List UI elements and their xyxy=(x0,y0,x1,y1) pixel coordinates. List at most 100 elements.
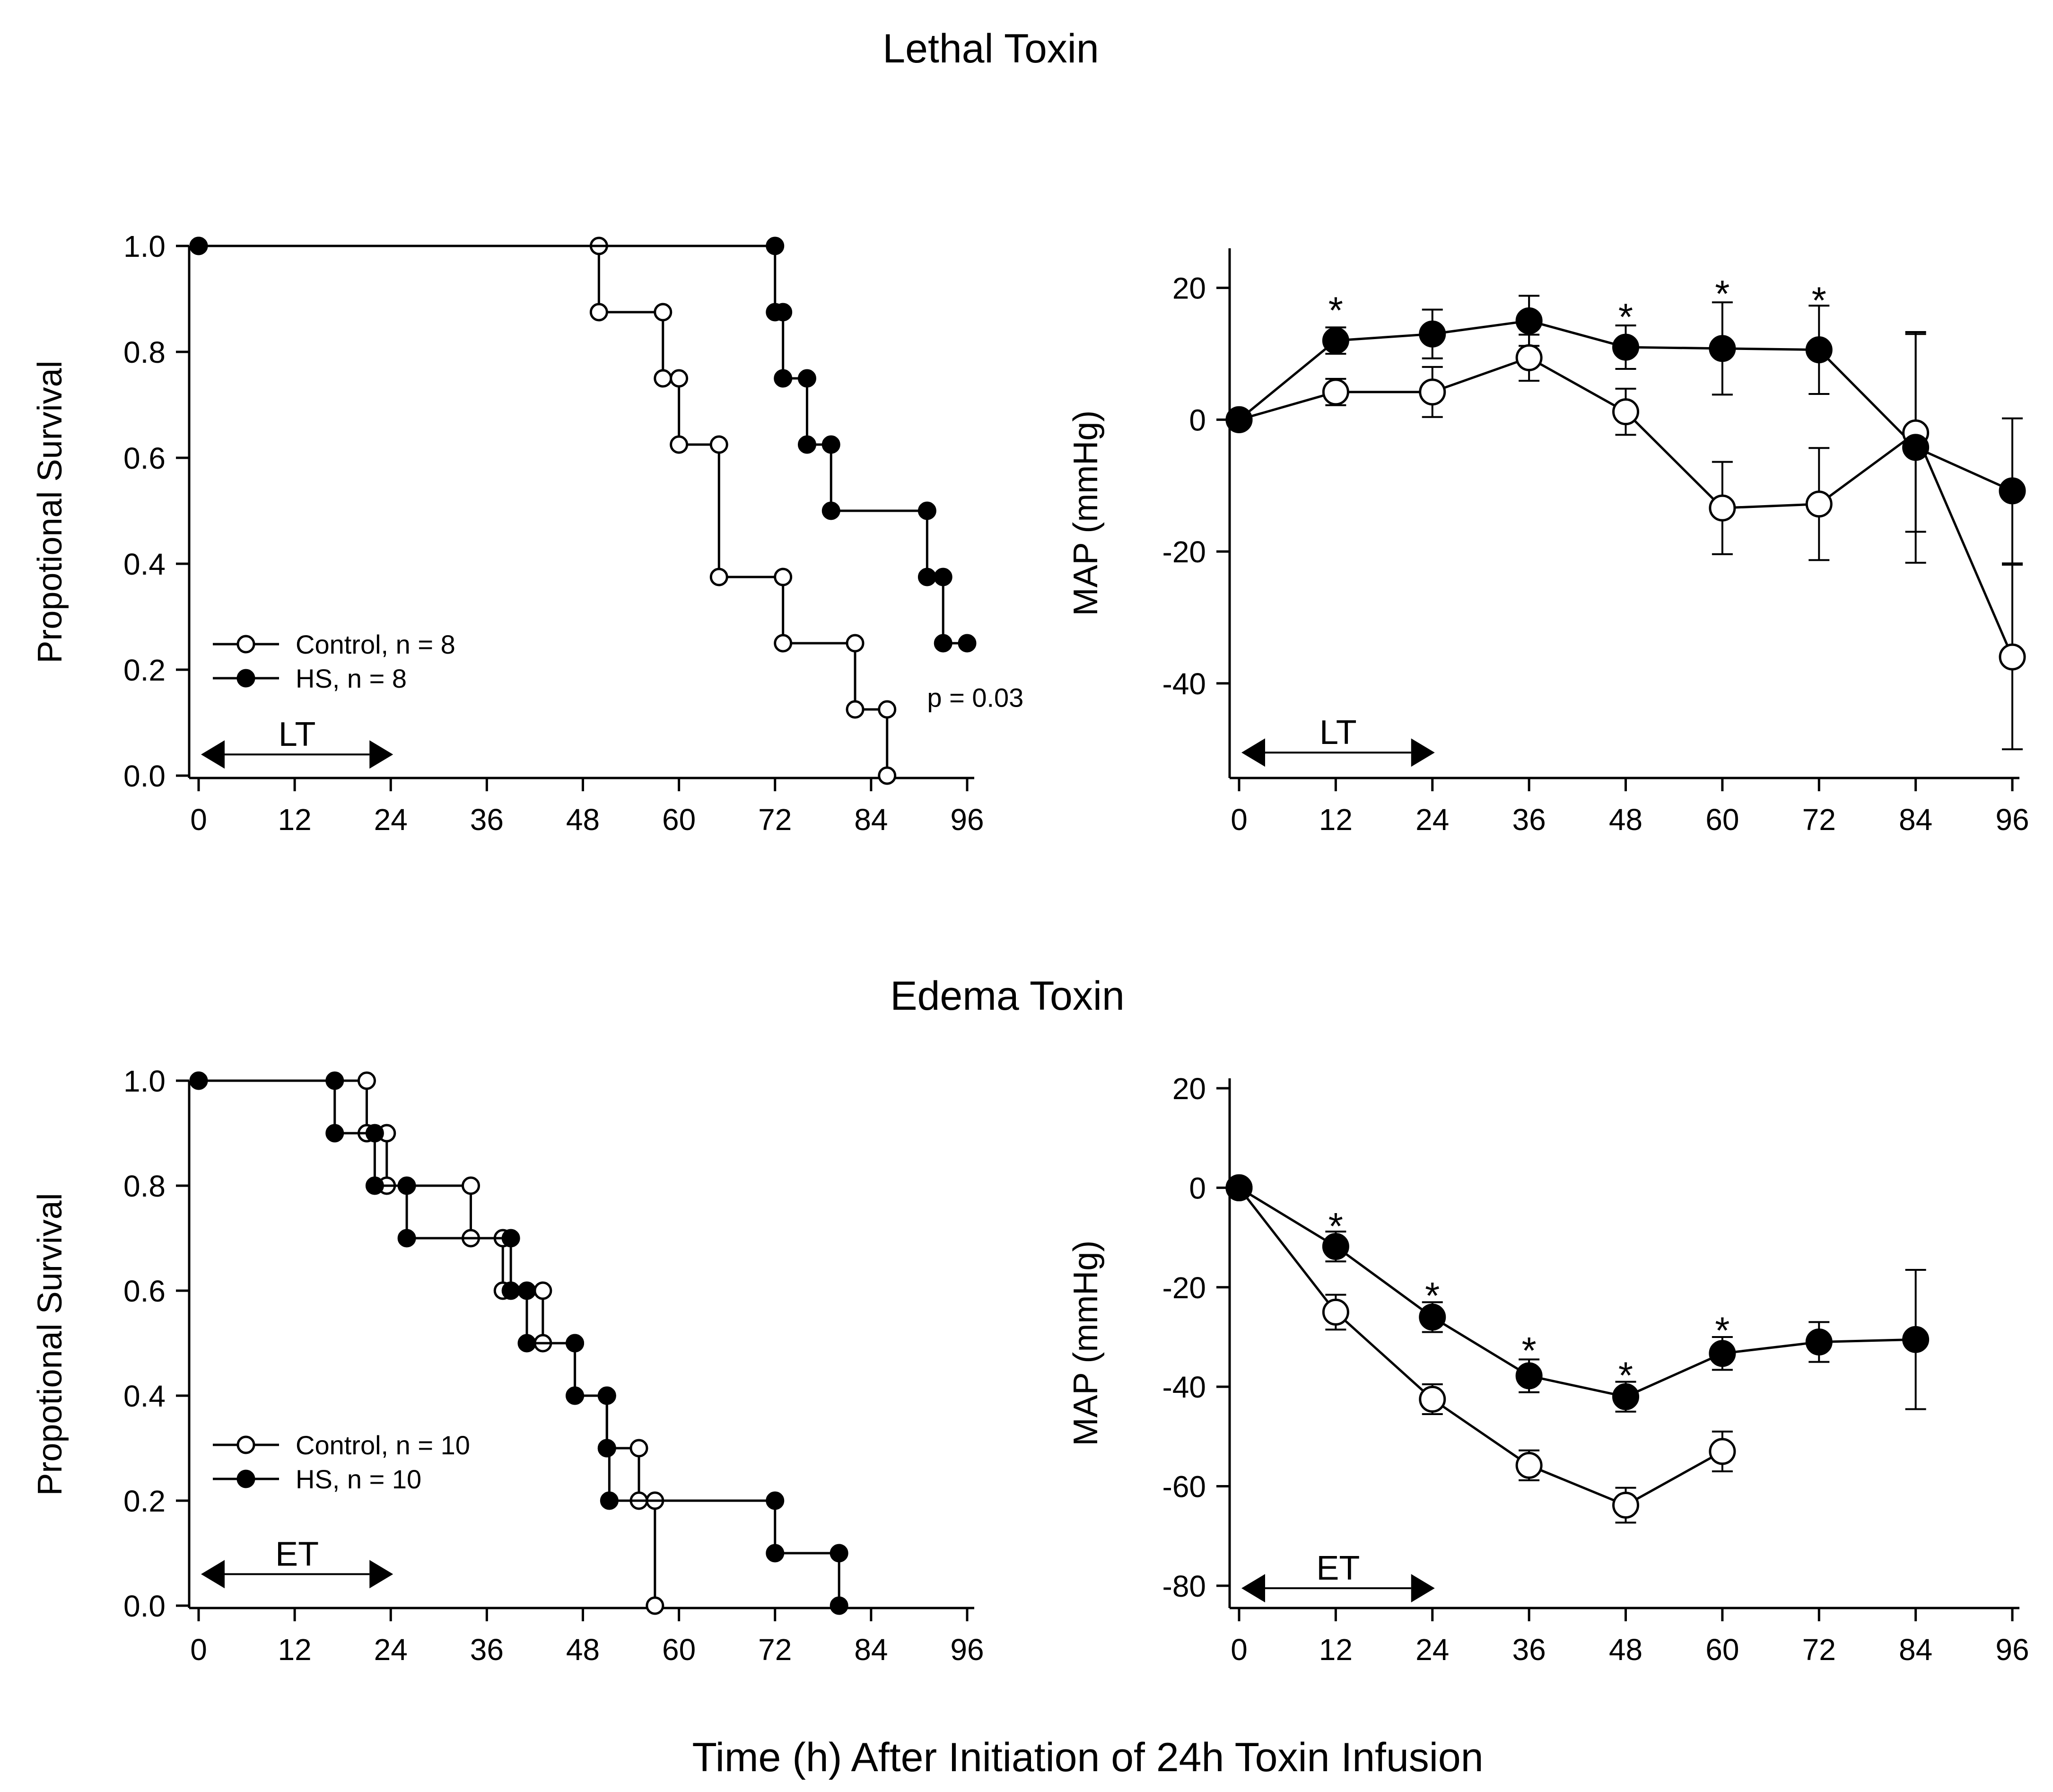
et-survival-legend-label-0: Control, n = 10 xyxy=(296,1430,470,1460)
lt-map-series-1-point xyxy=(1902,434,1930,461)
et-survival-legend-marker-0 xyxy=(236,1435,255,1454)
lt-survival-x-tick-label: 12 xyxy=(278,803,312,837)
et-map-significance-star-3: * xyxy=(1618,1354,1633,1396)
et-survival-y-axis-label: Propotional Survival xyxy=(31,1193,69,1495)
lt-map-series-1-point xyxy=(1515,307,1543,334)
et-survival-range-arrow-left xyxy=(201,1560,225,1589)
lt-survival-series-1-point xyxy=(934,568,952,586)
lt-map-x-tick-label: 0 xyxy=(1231,803,1248,837)
section-title-edema-toxin: Edema Toxin xyxy=(890,973,1125,1019)
lt-map-series-1-point xyxy=(1709,335,1736,362)
et-map-series-1-line xyxy=(1238,1187,1916,1398)
lt-survival-y-tick-label: 1.0 xyxy=(123,229,166,263)
lt-map-series-0-point xyxy=(1515,344,1543,371)
et-survival-series-1-point xyxy=(501,1281,520,1300)
et-survival-series-1-point xyxy=(597,1439,616,1458)
et-map-significance-star-0: * xyxy=(1328,1205,1343,1247)
et-map-series-0-point xyxy=(1322,1298,1349,1326)
et-map-y-tick-label: -60 xyxy=(1162,1470,1206,1504)
lt-survival-series-0-point xyxy=(774,568,793,586)
et-survival-y-tick-label: 0.0 xyxy=(123,1589,166,1623)
et-map-significance-star-4: * xyxy=(1715,1310,1730,1352)
lt-survival-series-0-point xyxy=(709,568,728,586)
et-map-range-arrow-right xyxy=(1411,1574,1435,1603)
et-map-series-0-point xyxy=(1612,1492,1639,1519)
lt-survival-series-0-point xyxy=(846,700,865,719)
lt-map-x-tick-label: 12 xyxy=(1319,803,1353,837)
lt-map-y-axis-label: MAP (mmHg) xyxy=(1067,411,1105,616)
et-survival-x-tick-label: 12 xyxy=(278,1633,312,1667)
et-survival-series-1-point xyxy=(566,1334,585,1353)
et-map-x-tick-label: 84 xyxy=(1899,1633,1932,1667)
et-map-series-0-point xyxy=(1419,1385,1446,1413)
lt-survival-legend-label-1: HS, n = 8 xyxy=(296,664,407,693)
et-map-series-1-point xyxy=(1515,1362,1543,1390)
lt-survival-x-tick-label: 48 xyxy=(566,803,600,837)
lt-map-x-tick-label: 48 xyxy=(1609,803,1642,837)
et-map-series-0-point xyxy=(1515,1451,1543,1479)
lt-map-series-0-point xyxy=(1709,494,1736,522)
lt-survival-x-tick-label: 0 xyxy=(190,803,207,837)
et-survival-x-tick-label: 0 xyxy=(190,1633,207,1667)
et-map-series-1-point xyxy=(1612,1383,1639,1410)
lt-survival-series-0-point xyxy=(846,634,865,653)
lt-map-x-tick-label: 36 xyxy=(1512,803,1546,837)
et-map-x-tick-label: 0 xyxy=(1231,1633,1248,1667)
lt-survival-series-1-point xyxy=(917,501,936,520)
lt-survival-x-tick-label: 36 xyxy=(470,803,504,837)
lt-survival-panel: 0 12 24 36 48 60 72 84 96 0.0 0.2 0.4 0.6 0.8 1.0 Propo… xyxy=(31,229,1023,837)
lt-map-series-0-point xyxy=(1612,398,1639,426)
et-map-series-1-point xyxy=(1902,1326,1930,1353)
lt-survival-series-0-point xyxy=(709,435,728,454)
et-survival-series-0-point xyxy=(533,1281,552,1300)
et-map-panel: 0 12 24 36 48 60 72 84 96 -80 -60 -40 -20 0 20 MAP (mmH… xyxy=(1067,1072,2029,1667)
lt-survival-series-1-point xyxy=(934,634,952,653)
lt-survival-series-0-point xyxy=(878,700,897,719)
lt-survival-series-0-point xyxy=(654,303,673,322)
lt-map-x-tick-label: 72 xyxy=(1802,803,1836,837)
lt-survival-range-label: LT xyxy=(279,716,316,753)
lt-map-significance-star-2: * xyxy=(1715,273,1730,315)
et-survival-series-1-point xyxy=(600,1491,619,1510)
lt-map-x-tick-label: 60 xyxy=(1705,803,1739,837)
et-survival-legend-marker-1 xyxy=(236,1469,255,1488)
lt-survival-y-tick-label: 0.6 xyxy=(123,441,166,475)
lt-map-y-tick-label: -40 xyxy=(1162,667,1206,701)
lt-survival-y-axis-label: Propotional Survival xyxy=(31,360,69,663)
et-survival-x-tick-label: 24 xyxy=(374,1633,408,1667)
et-survival-series-1-point xyxy=(189,1071,208,1090)
et-survival-series-1-point xyxy=(566,1386,585,1405)
et-survival-series-1-point xyxy=(766,1491,785,1510)
lt-map-significance-star-3: * xyxy=(1812,280,1826,322)
lt-survival-series-0-point xyxy=(589,303,608,322)
et-map-significance-star-1: * xyxy=(1425,1275,1440,1317)
et-survival-range-arrow-right xyxy=(369,1560,393,1589)
lt-survival-range-arrow-right xyxy=(369,740,393,769)
et-map-significance-star-2: * xyxy=(1522,1329,1537,1372)
et-survival-series-1-point xyxy=(830,1596,848,1615)
lt-survival-annotation-0: p = 0.03 xyxy=(927,682,1023,712)
et-map-y-axis-label: MAP (mmHg) xyxy=(1067,1241,1105,1446)
lt-survival-y-tick-label: 0.2 xyxy=(123,653,166,687)
et-map-y-tick-label: 20 xyxy=(1172,1072,1206,1106)
lt-map-panel: 0 12 24 36 48 60 72 84 96 -40 -20 0 20 MAP (mmHg) * * * *… xyxy=(1067,248,2029,837)
et-survival-series-1-point xyxy=(325,1124,344,1143)
et-survival-x-tick-label: 60 xyxy=(662,1633,696,1667)
et-survival-series-1-point xyxy=(517,1334,536,1353)
lt-survival-series-0-point xyxy=(878,766,897,785)
lt-map-y-tick-label: 20 xyxy=(1172,271,1206,306)
lt-survival-x-tick-label: 60 xyxy=(662,803,696,837)
et-map-x-tick-label: 60 xyxy=(1705,1633,1739,1667)
lt-map-y-tick-label: 0 xyxy=(1189,403,1206,437)
et-survival-x-tick-label: 48 xyxy=(566,1633,600,1667)
et-map-x-tick-label: 12 xyxy=(1319,1633,1353,1667)
lt-map-series-0-point xyxy=(1419,378,1446,406)
lt-map-series-1-point xyxy=(1225,406,1253,433)
lt-map-series-1-point xyxy=(1322,327,1349,354)
lt-survival-series-1-point xyxy=(797,435,816,454)
et-survival-x-tick-label: 72 xyxy=(758,1633,792,1667)
lt-survival-y-tick-label: 0.4 xyxy=(123,547,166,581)
lt-map-significance-star-1: * xyxy=(1618,296,1633,338)
